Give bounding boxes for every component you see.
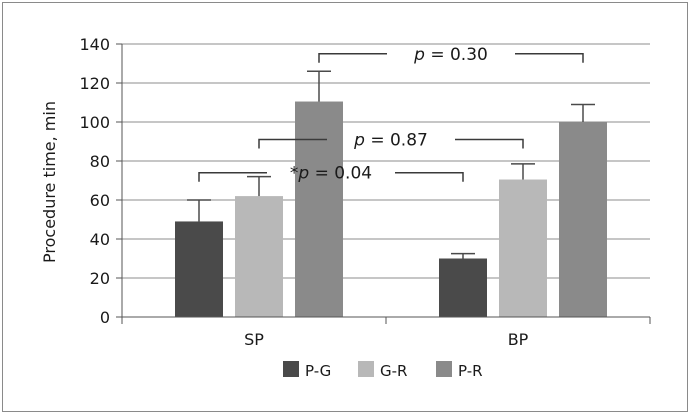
legend-label: G-R (380, 362, 407, 380)
y-tick-label: 20 (90, 269, 110, 288)
bar-p-r-sp (295, 101, 343, 318)
x-category-label: SP (244, 330, 264, 349)
bracket-left (318, 53, 387, 63)
significance-annotations: p = 0.30 p = 0.87 *p = 0.04 (198, 45, 584, 184)
legend-label: P-R (458, 362, 483, 380)
legend-swatch (358, 361, 374, 377)
bar-p-g-sp (175, 221, 223, 317)
y-axis-label: Procedure time, min (40, 101, 59, 263)
bracket-left (198, 171, 267, 182)
p-value-label: p = 0.30 (413, 45, 488, 65)
bar-g-r-bp (499, 179, 547, 317)
p-value-label: p = 0.87 (353, 131, 428, 151)
axes (121, 44, 651, 324)
legend-swatch (283, 361, 299, 377)
legend: P-G G-R P-R (283, 361, 483, 380)
x-category-label: BP (508, 330, 529, 349)
bars (175, 101, 607, 318)
bar-p-r-bp (559, 122, 607, 317)
y-tick-label: 120 (79, 74, 110, 93)
bar-g-r-sp (235, 196, 283, 317)
y-tick-label: 140 (79, 35, 110, 54)
y-tick-label: 0 (100, 308, 110, 327)
bracket-right (515, 53, 584, 63)
bracket-right (455, 138, 524, 149)
p-value-label: *p = 0.04 (290, 164, 372, 184)
legend-swatch (436, 361, 452, 377)
y-axis-ticks: 0 20 40 60 80 100 120 140 (79, 35, 122, 327)
bracket-left (258, 138, 327, 149)
bracket-right (395, 171, 464, 182)
y-tick-label: 40 (90, 230, 110, 249)
legend-label: P-G (305, 362, 331, 380)
error-bars (187, 70, 595, 259)
y-tick-label: 100 (79, 113, 110, 132)
x-axis-categories: SP BP (244, 330, 529, 349)
y-tick-label: 80 (90, 152, 110, 171)
y-tick-label: 60 (90, 191, 110, 210)
bar-p-g-bp (439, 258, 487, 317)
